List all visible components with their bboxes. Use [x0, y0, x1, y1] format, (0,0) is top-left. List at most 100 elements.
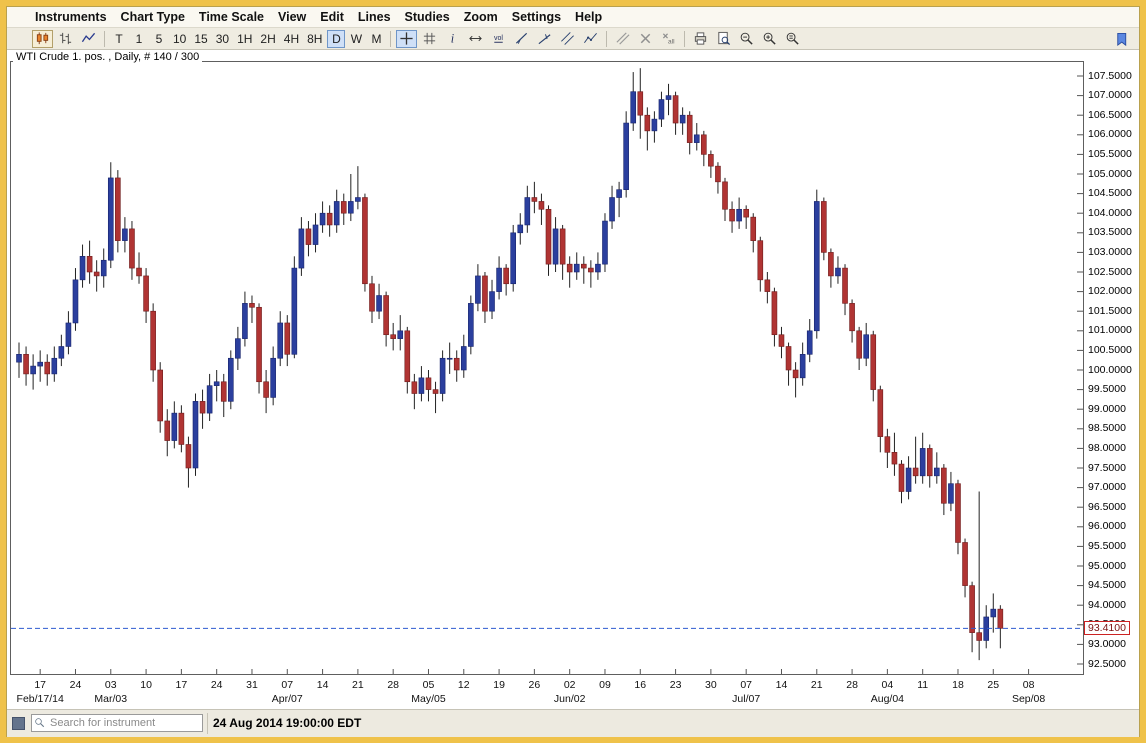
- price-axis-label: 102.0000: [1088, 285, 1132, 297]
- zoom-in-icon: [762, 31, 777, 46]
- zoom-fit-button[interactable]: [782, 30, 803, 48]
- ohlc-bars-button[interactable]: [55, 30, 76, 48]
- timeframe-label: 5: [156, 32, 163, 46]
- print-button[interactable]: [690, 30, 711, 48]
- delete-all-button[interactable]: all: [658, 30, 679, 48]
- zoom-out-icon: [739, 31, 754, 46]
- timeframe-8h-button[interactable]: 8H: [304, 30, 325, 48]
- delete-drawing-button[interactable]: [635, 30, 656, 48]
- line-chart-button[interactable]: [78, 30, 99, 48]
- month-axis-label: Sep/08: [994, 693, 1064, 705]
- week-axis-label: 24: [204, 679, 230, 691]
- polyline-button[interactable]: [580, 30, 601, 48]
- chart-title: WTI Crude 1. pos. , Daily, # 140 / 300: [13, 51, 202, 63]
- week-axis-label: 11: [910, 679, 936, 691]
- price-axis-label: 105.5000: [1088, 148, 1132, 160]
- menu-bar: Instruments Chart Type Time Scale View Edit L…: [7, 7, 1139, 27]
- printer-icon: [693, 31, 708, 46]
- week-axis-label: 12: [451, 679, 477, 691]
- week-axis-label: 24: [62, 679, 88, 691]
- timeframe-1-button[interactable]: 1: [130, 30, 148, 48]
- price-axis-label: 100.5000: [1088, 344, 1132, 356]
- zoom-in-button[interactable]: [759, 30, 780, 48]
- week-axis-label: 21: [345, 679, 371, 691]
- toolbar-separator: [390, 31, 391, 47]
- price-axis-label: 94.0000: [1088, 599, 1126, 611]
- search-input[interactable]: [48, 716, 202, 730]
- week-axis-label: 30: [698, 679, 724, 691]
- menu-item-edit[interactable]: Edit: [320, 10, 344, 24]
- polyline-icon: [583, 31, 598, 46]
- timeframe-label: T: [115, 32, 122, 46]
- week-axis-label: 19: [486, 679, 512, 691]
- crosshair-tool-button[interactable]: [396, 30, 417, 48]
- timeframe-d-button[interactable]: D: [327, 30, 345, 48]
- price-axis-label: 104.0000: [1088, 207, 1132, 219]
- week-axis-label: 08: [1016, 679, 1042, 691]
- application-window: Instruments Chart Type Time Scale View Edit L…: [7, 7, 1139, 736]
- month-axis-label: May/05: [393, 693, 463, 705]
- timeframe-label: W: [351, 32, 362, 46]
- toolbar-separator: [606, 31, 607, 47]
- week-axis-label: 25: [980, 679, 1006, 691]
- parallel-lines-button[interactable]: [612, 30, 633, 48]
- timeframe-1h-button[interactable]: 1H: [234, 30, 255, 48]
- price-axis-label: 100.0000: [1088, 364, 1132, 376]
- menu-item-studies[interactable]: Studies: [405, 10, 450, 24]
- last-price-label: 93.4100: [1084, 621, 1130, 635]
- flag-icon: [1114, 32, 1129, 47]
- price-axis-label: 101.5000: [1088, 305, 1132, 317]
- timeframe-2h-button[interactable]: 2H: [257, 30, 278, 48]
- timeframe-w-button[interactable]: W: [347, 30, 365, 48]
- price-axis-label: 92.5000: [1088, 658, 1126, 670]
- menu-item-chart-type[interactable]: Chart Type: [121, 10, 185, 24]
- timeframe-15-button[interactable]: 15: [191, 30, 210, 48]
- status-bar: 24 Aug 2014 19:00:00 EDT: [7, 709, 1139, 737]
- menu-item-lines[interactable]: Lines: [358, 10, 391, 24]
- menu-item-time-scale[interactable]: Time Scale: [199, 10, 264, 24]
- menu-item-instruments[interactable]: Instruments: [35, 10, 107, 24]
- timeframe-label: D: [332, 32, 341, 46]
- menu-item-zoom[interactable]: Zoom: [464, 10, 498, 24]
- bookmark-button[interactable]: [1111, 30, 1132, 48]
- line-chart-icon: [81, 31, 96, 46]
- print-preview-icon: [716, 31, 731, 46]
- week-axis-label: 14: [768, 679, 794, 691]
- price-axis-label: 103.0000: [1088, 246, 1132, 258]
- panel-toggle[interactable]: [12, 717, 25, 730]
- trendline-button[interactable]: [511, 30, 532, 48]
- timeframe-t-button[interactable]: T: [110, 30, 128, 48]
- grid-toggle-button[interactable]: [419, 30, 440, 48]
- candlestick-chart[interactable]: [11, 62, 1083, 674]
- timeframe-4h-button[interactable]: 4H: [281, 30, 302, 48]
- price-axis-label: 96.0000: [1088, 520, 1126, 532]
- menu-item-help[interactable]: Help: [575, 10, 602, 24]
- price-axis-label: 97.0000: [1088, 481, 1126, 493]
- timeframe-10-button[interactable]: 10: [170, 30, 189, 48]
- price-axis-label: 96.5000: [1088, 501, 1126, 513]
- price-axis-label: 98.5000: [1088, 422, 1126, 434]
- candlestick-chart-button[interactable]: [32, 30, 53, 48]
- timeframe-m-button[interactable]: M: [367, 30, 385, 48]
- week-axis-label: 10: [133, 679, 159, 691]
- week-axis-label: 17: [168, 679, 194, 691]
- info-cursor-button[interactable]: i: [442, 30, 463, 48]
- timeframe-label: M: [371, 32, 381, 46]
- timeframe-label: 10: [173, 32, 186, 46]
- print-preview-button[interactable]: [713, 30, 734, 48]
- bar-spacing-button[interactable]: [465, 30, 486, 48]
- menu-item-settings[interactable]: Settings: [512, 10, 561, 24]
- zoom-out-button[interactable]: [736, 30, 757, 48]
- instrument-search[interactable]: [31, 714, 203, 732]
- week-axis-label: 31: [239, 679, 265, 691]
- search-icon: [34, 717, 46, 729]
- volume-toggle-button[interactable]: vol: [488, 30, 509, 48]
- price-plot[interactable]: [10, 61, 1084, 675]
- month-axis-label: Apr/07: [252, 693, 322, 705]
- ray-line-button[interactable]: [534, 30, 555, 48]
- week-axis-label: 26: [521, 679, 547, 691]
- channel-button[interactable]: [557, 30, 578, 48]
- timeframe-30-button[interactable]: 30: [213, 30, 232, 48]
- menu-item-view[interactable]: View: [278, 10, 306, 24]
- timeframe-5-button[interactable]: 5: [150, 30, 168, 48]
